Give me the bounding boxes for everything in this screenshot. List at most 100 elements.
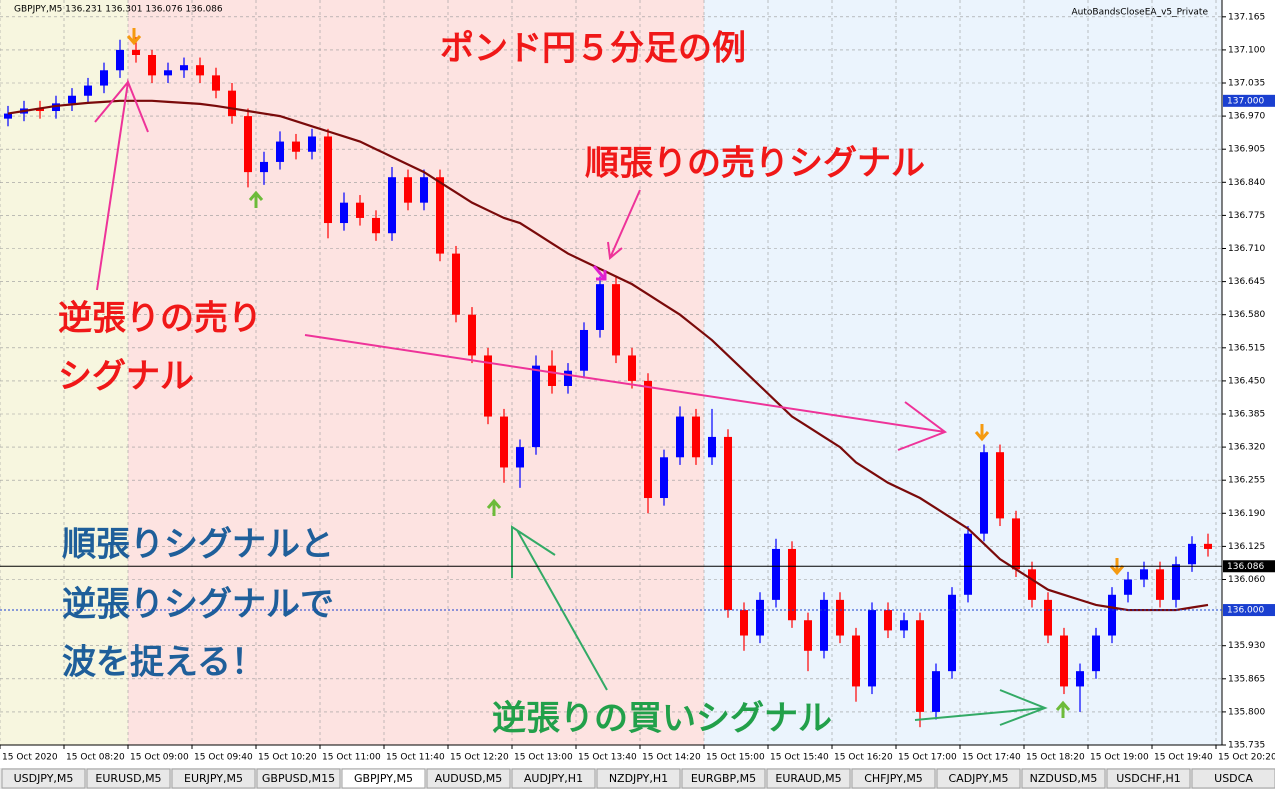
candle-body — [932, 671, 940, 712]
tab-label[interactable]: NZDJPY,H1 — [609, 772, 668, 785]
price-tag — [1223, 604, 1275, 617]
candle-body — [324, 136, 332, 224]
candle-body — [1060, 635, 1068, 687]
price-tag — [1223, 560, 1275, 573]
tab-label[interactable]: USDJPY,M5 — [14, 772, 74, 785]
trend-sell-arrow — [592, 265, 607, 281]
x-tick-label: 15 Oct 17:40 — [962, 753, 1021, 763]
tab[interactable] — [681, 768, 766, 789]
x-tick-label: 15 Oct 10:20 — [258, 753, 317, 763]
candle-body — [1076, 671, 1084, 687]
y-tick-label: 136.645 — [1228, 277, 1265, 287]
tab[interactable] — [426, 768, 511, 789]
tab-label[interactable]: EURGBP,M5 — [691, 772, 756, 785]
y-tick-label: 136.905 — [1228, 145, 1265, 155]
x-tick-label: 15 Oct 17:00 — [898, 753, 957, 763]
candles — [4, 37, 1212, 728]
y-tick-label: 136.450 — [1228, 376, 1265, 386]
pink-arrow — [94, 78, 149, 291]
tab[interactable] — [1106, 768, 1191, 789]
x-tick-label: 15 Oct 15:40 — [770, 753, 829, 763]
y-tick-label: 136.710 — [1228, 244, 1265, 254]
candle-body — [84, 85, 92, 96]
y-tick-label: 136.060 — [1228, 575, 1265, 585]
zone-london — [128, 0, 704, 745]
candle-body — [676, 416, 684, 458]
candle-body — [196, 65, 204, 76]
candle-body — [436, 177, 444, 254]
tab-label[interactable]: CADJPY,M5 — [948, 772, 1008, 785]
tab[interactable] — [256, 768, 341, 789]
candle-body — [116, 49, 124, 71]
candle-body — [884, 610, 892, 631]
candle-body — [340, 202, 348, 224]
tab[interactable] — [851, 768, 936, 789]
candle-body — [644, 380, 652, 499]
candle-body — [548, 365, 556, 386]
x-tick-label: 15 Oct 15:00 — [706, 753, 765, 763]
signal-arrows — [126, 28, 1125, 718]
tab[interactable] — [936, 768, 1021, 789]
buy-arrow — [486, 498, 502, 516]
candle-body — [164, 70, 172, 76]
candle-body — [292, 141, 300, 152]
candle-body — [100, 70, 108, 86]
tab[interactable] — [341, 768, 426, 789]
y-tick-label: 135.735 — [1228, 741, 1265, 751]
tab-label[interactable]: GBPJPY,M5 — [354, 772, 413, 785]
pink-arrow — [304, 334, 948, 451]
tab[interactable] — [1021, 768, 1106, 789]
x-tick-label: 15 Oct 12:20 — [450, 753, 509, 763]
sell-arrow — [126, 28, 142, 46]
tab[interactable] — [171, 768, 256, 789]
tab-label[interactable]: AUDJPY,H1 — [524, 772, 583, 785]
candle-body — [1172, 564, 1180, 600]
x-tick-label: 15 Oct 2020 — [2, 753, 58, 763]
tab-label[interactable]: EURUSD,M5 — [95, 772, 161, 785]
y-tick-label: 136.255 — [1228, 476, 1265, 486]
buy-arrow — [248, 190, 264, 208]
green-arrow — [914, 689, 1048, 726]
annotation: 逆張りの買いシグナル — [492, 699, 832, 739]
tab-label[interactable]: NZDUSD,M5 — [1030, 772, 1098, 785]
x-tick-label: 15 Oct 18:20 — [1026, 753, 1085, 763]
price-tag-label: 136.086 — [1227, 562, 1264, 572]
candle-body — [564, 370, 572, 386]
candle-body — [372, 217, 380, 234]
candle-body — [180, 65, 188, 71]
tab-label[interactable]: GBPUSD,M15 — [262, 772, 335, 785]
tab-label[interactable]: USDCHF,H1 — [1116, 772, 1181, 785]
y-tick-label: 135.930 — [1228, 641, 1265, 651]
expert-name: AutoBandsCloseEA_v5_Private — [1072, 8, 1209, 18]
tab[interactable] — [766, 768, 851, 789]
annotation: 波を捉える！ — [62, 643, 265, 683]
y-tick-label: 135.865 — [1228, 674, 1265, 684]
candle-body — [900, 620, 908, 631]
moving-average — [7, 99, 1209, 612]
candle-body — [628, 355, 636, 381]
tab-label[interactable]: CHFJPY,M5 — [864, 772, 923, 785]
candle-body — [1140, 569, 1148, 580]
candle-body — [1204, 543, 1212, 549]
candle-body — [788, 548, 796, 621]
tab[interactable] — [511, 768, 596, 789]
candle-body — [148, 54, 156, 76]
pink-arrow — [607, 189, 641, 260]
tab[interactable] — [596, 768, 681, 789]
tab[interactable] — [1191, 768, 1275, 789]
x-tick-label: 15 Oct 14:20 — [642, 753, 701, 763]
tab-label[interactable]: EURJPY,M5 — [184, 772, 243, 785]
tab[interactable] — [1, 768, 86, 789]
annotation: 逆張りシグナルで — [62, 585, 334, 625]
annotation: 順張りの売りシグナル — [585, 144, 925, 184]
tab-label[interactable]: USDCA — [1214, 772, 1253, 785]
y-tick-label: 135.800 — [1228, 707, 1265, 717]
x-tick-label: 15 Oct 08:20 — [66, 753, 125, 763]
x-tick-label: 15 Oct 13:00 — [514, 753, 573, 763]
tab[interactable] — [86, 768, 171, 789]
tab-label[interactable]: EURAUD,M5 — [775, 772, 841, 785]
candle-body — [356, 202, 364, 218]
tab-label[interactable]: AUDUSD,M5 — [435, 772, 503, 785]
candle-body — [516, 447, 524, 468]
